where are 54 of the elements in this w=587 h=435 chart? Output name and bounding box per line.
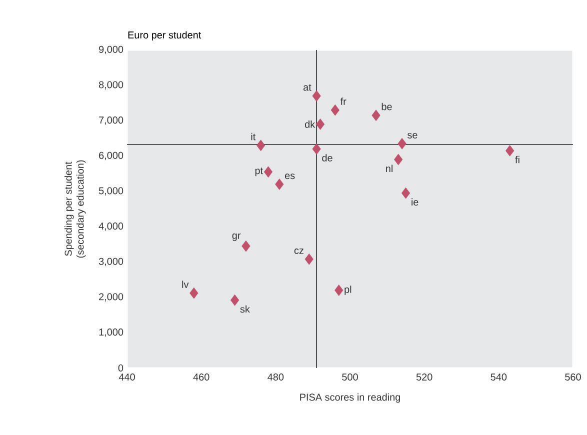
y-tick-label: 7,000 [99, 116, 124, 125]
point [398, 138, 406, 150]
annotation: lv [182, 280, 189, 288]
point [190, 287, 198, 299]
point [372, 110, 380, 122]
x-tick-label: 540 [490, 374, 507, 381]
y-tick-label: 6,000 [99, 152, 124, 160]
point [312, 90, 321, 102]
point [330, 104, 340, 116]
y-tick-label: 4,000 [98, 222, 124, 231]
y-tick-label: 9,000 [99, 46, 124, 54]
annotation: fi [515, 156, 520, 164]
x-tick-label: 460 [193, 374, 210, 381]
annotation: at [303, 84, 312, 91]
annotation: be [382, 102, 392, 110]
y-tick-label: 3,000 [98, 258, 124, 266]
point [312, 143, 321, 155]
annotation: fr [340, 98, 346, 105]
annotation: nl [386, 164, 392, 172]
point [242, 240, 250, 252]
y-tick-label: 5,000 [98, 187, 124, 196]
point [401, 187, 410, 199]
annotation: dk [304, 120, 316, 128]
annotation: gr [232, 233, 241, 241]
x-tick-label: 440 [118, 374, 135, 381]
annotation: se [407, 133, 418, 138]
point [334, 284, 344, 296]
point [394, 154, 403, 166]
x-tick-label: 480 [268, 374, 284, 381]
x-tick-label: 500 [342, 374, 358, 381]
point [506, 145, 514, 156]
chart-subtitle: Euro per student [128, 31, 202, 40]
y-tick-label: 8,000 [98, 81, 124, 90]
x-tick-label: 560 [565, 374, 581, 381]
annotation: de [322, 154, 332, 162]
annotation: cz [294, 248, 304, 254]
x-tick-label: 520 [416, 374, 432, 381]
y-tick-label: 2,000 [99, 293, 124, 302]
annotation: it [251, 132, 256, 140]
point [275, 178, 284, 190]
y-tick-label: 0 [118, 364, 124, 372]
annotation: ie [412, 198, 418, 206]
annotation: es [284, 174, 295, 180]
point [256, 140, 266, 152]
annotation: pl [344, 286, 352, 295]
x-axis-title: PISA scores in reading [300, 393, 400, 403]
point [316, 118, 325, 130]
y-axis-title: Spending per student (secondary education) [64, 160, 86, 258]
y-tick-label: 1,000 [99, 328, 124, 337]
point [230, 294, 240, 306]
point [304, 253, 314, 265]
annotation: pt [255, 168, 263, 176]
point [264, 166, 273, 178]
annotation: sk [240, 305, 250, 313]
